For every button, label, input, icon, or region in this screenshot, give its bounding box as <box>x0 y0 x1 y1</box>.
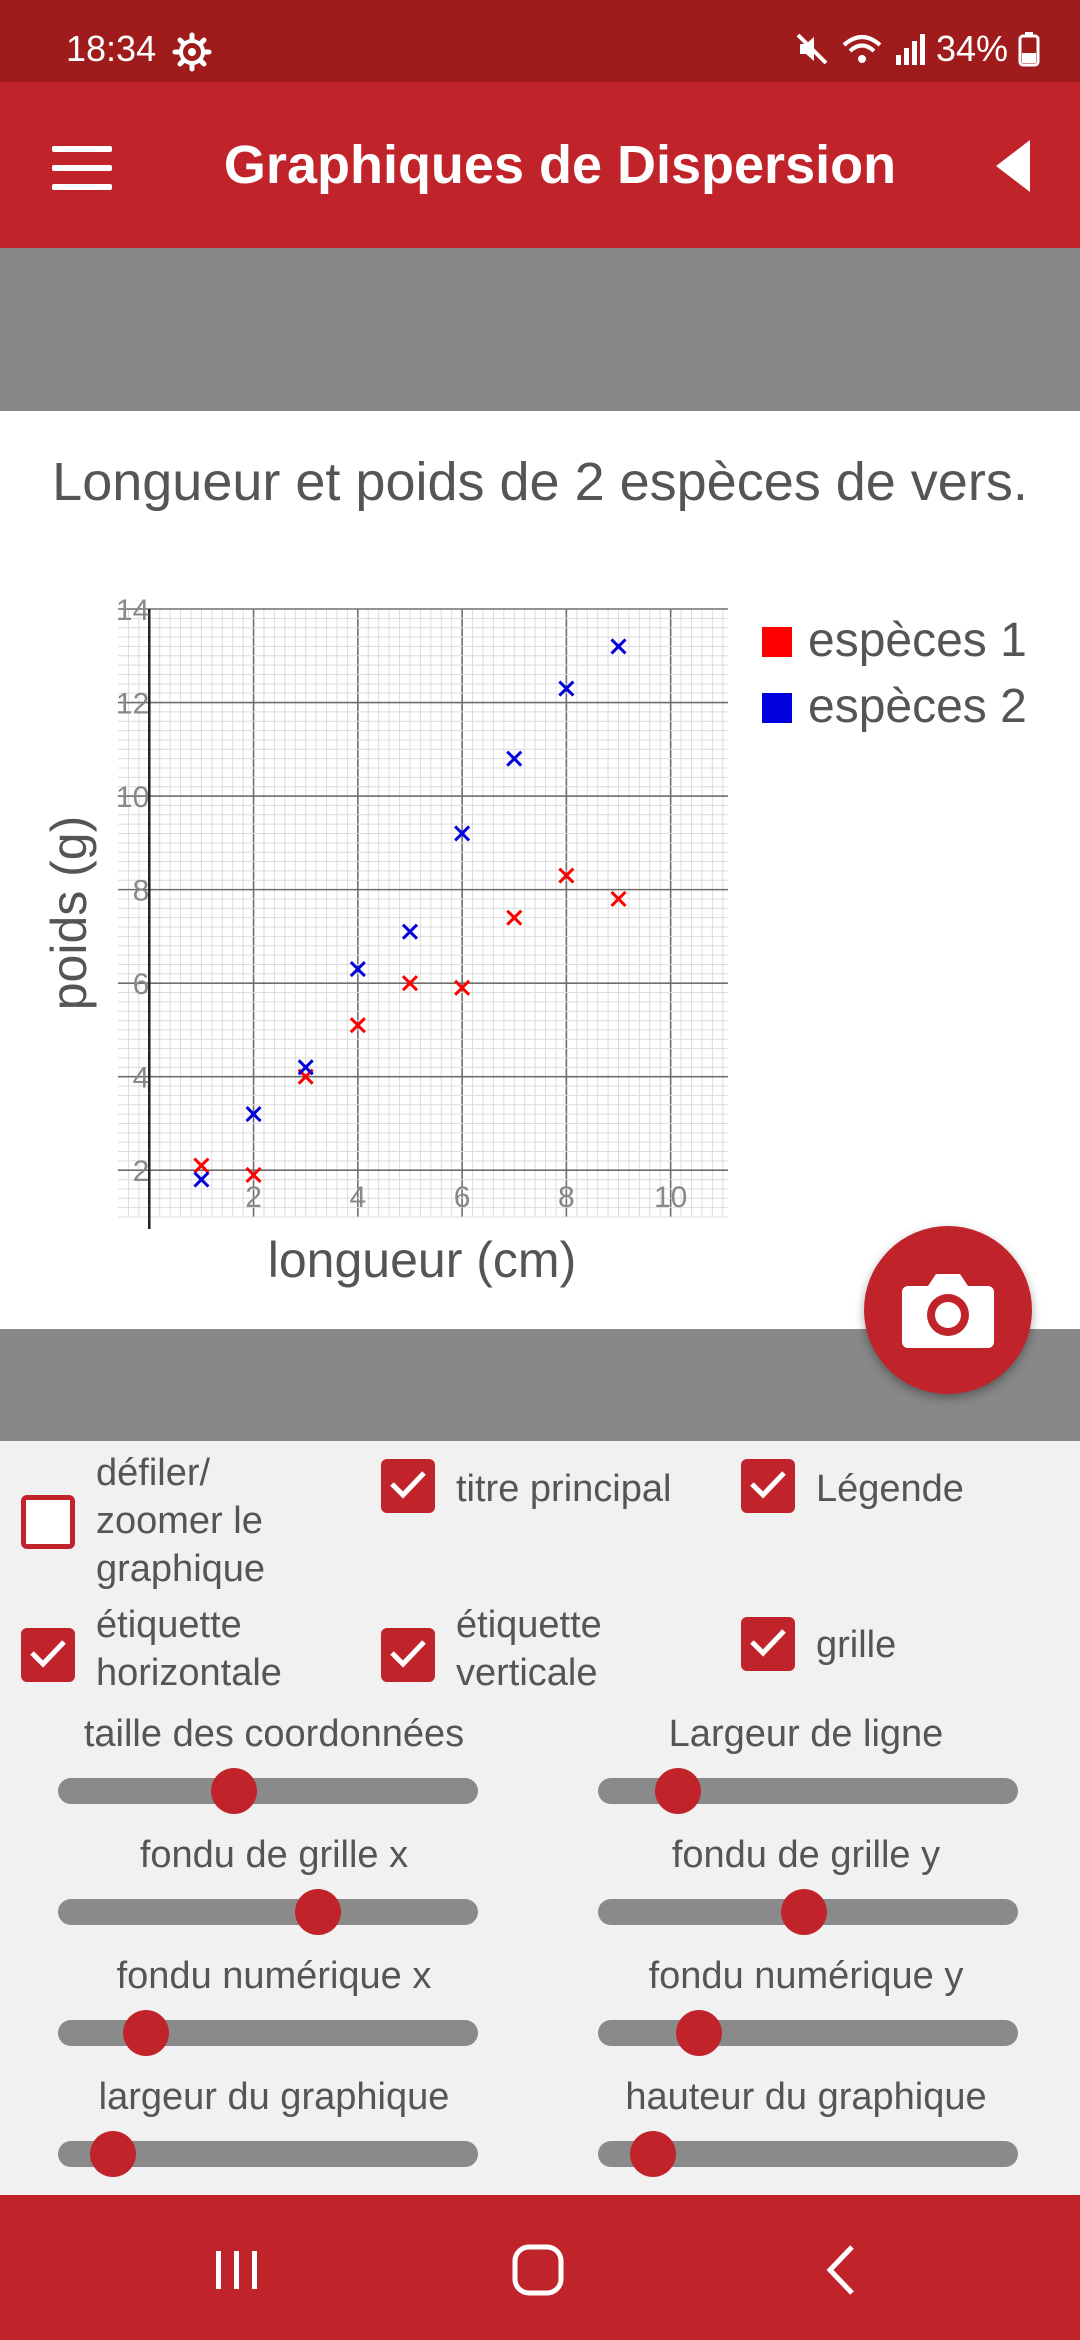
scatter-chart: 2 4 6 8 10 2 4 6 8 10 12 14 longueur (cm) poids (g) es… <box>41 594 1027 1288</box>
hamburger-menu-icon[interactable] <box>52 146 112 190</box>
y-tick-label: 10 <box>116 781 149 814</box>
x-axis-label: longueur (cm) <box>268 1232 576 1288</box>
chart-title: Longueur et poids de 2 espèces de vers. <box>52 452 1028 512</box>
data-point <box>401 975 419 992</box>
legend-swatch <box>762 693 792 723</box>
y-tick-label: 4 <box>133 1062 150 1095</box>
slider-line-width[interactable] <box>598 1768 1018 1814</box>
settings-gear-icon <box>172 32 212 72</box>
back-triangle-icon[interactable] <box>996 140 1030 192</box>
slider-numeric-fade-y[interactable] <box>598 2010 1018 2056</box>
slider-chart-width[interactable] <box>58 2131 478 2177</box>
checkbox-main-title[interactable] <box>381 1459 435 1513</box>
data-point <box>506 909 523 926</box>
slider-thumb[interactable] <box>780 1889 827 1935</box>
checkbox-horizontal-label-label: étiquette horizontale <box>96 1604 282 1694</box>
signal-icon <box>895 34 925 65</box>
camera-icon <box>902 1274 994 1348</box>
data-point <box>610 638 627 655</box>
slider-thumb[interactable] <box>211 1768 258 1814</box>
legend-swatch <box>762 627 792 657</box>
y-tick-label: 8 <box>133 875 150 908</box>
slider-chart-width-label: largeur du graphique <box>98 2076 450 2118</box>
home-icon[interactable] <box>503 2235 573 2305</box>
checkbox-grid[interactable] <box>741 1617 795 1671</box>
slider-chart-height-label: hauteur du graphique <box>625 2076 987 2118</box>
slider-thumb[interactable] <box>295 1889 342 1935</box>
data-point <box>454 825 471 842</box>
slider-line-width-label: Largeur de ligne <box>668 1713 944 1755</box>
y-tick-label: 2 <box>133 1155 150 1188</box>
mute-icon <box>796 33 828 65</box>
slider-numeric-fade-y-label: fondu numérique y <box>648 1955 964 1997</box>
checkbox-vertical-label[interactable] <box>381 1628 435 1682</box>
battery-icon <box>1018 32 1040 67</box>
x-tick-label: 4 <box>349 1181 366 1214</box>
slider-grid-fade-x-label: fondu de grille x <box>139 1834 409 1876</box>
data-point <box>506 750 523 767</box>
data-point <box>193 1157 210 1174</box>
wifi-icon <box>842 35 882 63</box>
data-point <box>349 1017 366 1034</box>
checkbox-scroll-zoom-label: défiler/ zoomer le graphique <box>96 1452 266 1590</box>
status-right-group: 34% <box>794 28 1040 70</box>
slider-grid-fade-y[interactable] <box>598 1889 1018 1935</box>
battery-percent: 34% <box>935 28 1008 69</box>
camera-button[interactable] <box>864 1226 1032 1394</box>
checkbox-legend-label: Légende <box>816 1468 964 1510</box>
slider-thumb[interactable] <box>675 2010 722 2056</box>
data-point <box>245 1106 262 1123</box>
slider-numeric-fade-x-label: fondu numérique x <box>116 1955 432 1997</box>
data-point <box>297 1059 314 1076</box>
checkbox-vertical-label-label: étiquette verticale <box>456 1604 602 1694</box>
y-tick-label: 12 <box>116 688 149 721</box>
slider-coord-size-label: taille des coordonnées <box>83 1713 465 1755</box>
app-title: Graphiques de Dispersion <box>223 135 897 195</box>
data-point <box>610 890 627 908</box>
data-point <box>454 979 471 996</box>
y-tick-label: 6 <box>133 968 150 1001</box>
slider-thumb[interactable] <box>629 2131 676 2177</box>
x-tick-label: 10 <box>654 1181 687 1214</box>
data-point <box>558 680 575 697</box>
x-tick-label: 8 <box>558 1181 575 1214</box>
x-tick-label: 6 <box>454 1181 471 1214</box>
chart-card: Longueur et poids de 2 espèces de vers. … <box>0 411 1080 1329</box>
system-nav-bar <box>0 2195 1080 2340</box>
data-point <box>349 961 366 978</box>
controls-panel: défiler/ zoomer le graphique titre princ… <box>0 1441 1080 2195</box>
status-bar: 18:34 34% <box>0 0 1080 82</box>
status-time: 18:34 <box>66 28 157 69</box>
slider-thumb[interactable] <box>123 2010 170 2056</box>
legend-label: espèces 2 <box>808 680 1027 733</box>
app-bar: Graphiques de Dispersion <box>0 82 1080 248</box>
checkbox-grid-label: grille <box>816 1624 897 1666</box>
checkbox-horizontal-label[interactable] <box>21 1628 75 1682</box>
data-point <box>245 1166 262 1183</box>
data-point <box>401 923 419 940</box>
slider-thumb[interactable] <box>89 2131 136 2177</box>
slider-grid-fade-x[interactable] <box>58 1889 478 1935</box>
plot-area <box>118 609 728 1217</box>
y-tick-label: 14 <box>116 594 149 627</box>
slider-numeric-fade-x[interactable] <box>58 2010 478 2056</box>
checkbox-legend[interactable] <box>741 1459 795 1513</box>
slider-chart-height[interactable] <box>598 2131 1018 2177</box>
slider-coord-size[interactable] <box>58 1768 478 1814</box>
data-point <box>193 1171 210 1188</box>
recent-apps-icon[interactable] <box>202 2235 272 2305</box>
back-icon[interactable] <box>808 2235 878 2305</box>
x-tick-label: 2 <box>245 1181 262 1214</box>
checkbox-scroll-zoom[interactable] <box>21 1495 75 1549</box>
ad-banner-area <box>0 248 1080 411</box>
checkbox-main-title-label: titre principal <box>456 1468 672 1510</box>
legend-label: espèces 1 <box>808 614 1027 667</box>
slider-thumb[interactable] <box>654 1768 701 1814</box>
slider-grid-fade-y-label: fondu de grille y <box>671 1834 941 1876</box>
data-point <box>558 867 575 884</box>
y-axis-label: poids (g) <box>41 816 97 1011</box>
